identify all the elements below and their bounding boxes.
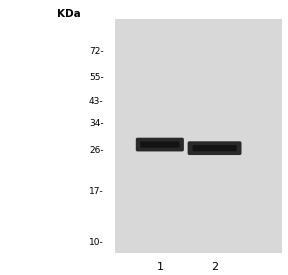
FancyBboxPatch shape: [136, 138, 184, 152]
Text: KDa: KDa: [57, 9, 81, 19]
FancyBboxPatch shape: [192, 145, 237, 151]
Text: 43-: 43-: [89, 97, 104, 106]
Text: 2: 2: [211, 262, 218, 272]
Text: 55-: 55-: [89, 73, 104, 82]
Bar: [115, 19, 282, 253]
Text: 72-: 72-: [89, 47, 104, 56]
Text: 26-: 26-: [89, 145, 104, 155]
FancyBboxPatch shape: [188, 141, 241, 155]
Text: 10-: 10-: [89, 238, 104, 247]
Text: 1: 1: [156, 262, 163, 272]
Text: 34-: 34-: [89, 119, 104, 128]
FancyBboxPatch shape: [140, 141, 179, 148]
Text: 17-: 17-: [89, 187, 104, 196]
